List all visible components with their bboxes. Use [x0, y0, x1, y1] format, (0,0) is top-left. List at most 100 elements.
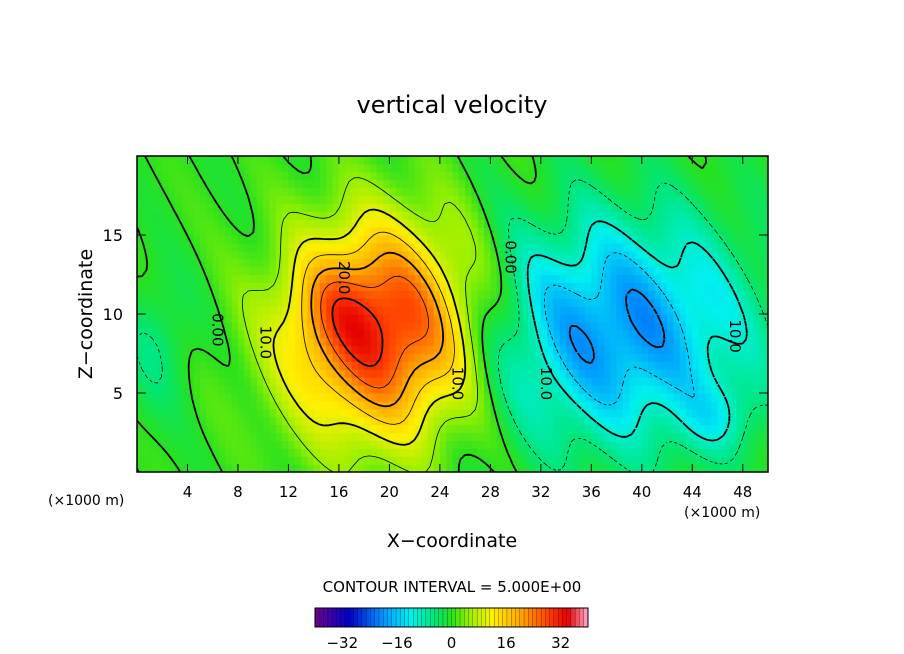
heat-cell: [660, 242, 668, 252]
heat-cell: [692, 314, 700, 323]
heat-cell: [288, 448, 296, 457]
heat-cell: [742, 163, 750, 173]
heat-cell: [490, 298, 498, 307]
heat-cell: [294, 156, 302, 165]
heat-cell: [225, 258, 233, 268]
heat-cell: [591, 337, 599, 347]
heat-cell: [521, 211, 529, 220]
heat-cell: [585, 203, 592, 212]
contour-line: [137, 179, 768, 472]
heat-cell: [704, 377, 712, 386]
heat-cell: [313, 385, 321, 394]
heat-cell: [149, 266, 157, 276]
heat-cell: [212, 235, 220, 244]
heat-cell: [736, 298, 744, 307]
heat-cell: [326, 274, 334, 283]
heat-cell: [345, 464, 353, 472]
heat-cell: [263, 416, 271, 426]
heat-cell: [427, 464, 435, 472]
heat-cell: [155, 321, 163, 331]
heat-cell: [749, 464, 756, 472]
heat-cell: [749, 235, 756, 244]
heat-cell: [294, 321, 302, 331]
heat-cell: [667, 227, 674, 236]
heat-cell: [427, 369, 435, 378]
heat-cell: [187, 171, 195, 181]
heat-cell: [465, 416, 473, 426]
heat-cell: [332, 290, 340, 299]
heat-cell: [761, 298, 768, 307]
heat-cell: [490, 242, 498, 252]
heat-cell: [597, 353, 605, 362]
heat-cell: [250, 385, 258, 394]
heat-cell: [641, 314, 649, 323]
heat-cell: [572, 258, 580, 268]
heat-cell: [313, 163, 321, 173]
heat-cell: [723, 171, 731, 181]
heat-cell: [515, 377, 523, 386]
heat-cell: [155, 361, 163, 370]
heat-cell: [723, 440, 731, 449]
heat-cell: [389, 369, 397, 378]
heat-cell: [275, 424, 283, 434]
heat-cell: [629, 179, 637, 189]
heat-cell: [313, 250, 321, 260]
heat-cell: [660, 400, 668, 410]
heat-cell: [730, 211, 738, 220]
heat-cell: [749, 266, 756, 276]
heat-cell: [332, 163, 340, 173]
heat-cell: [616, 219, 624, 228]
heat-cell: [376, 361, 384, 370]
heat-cell: [660, 393, 668, 402]
heat-cell: [641, 448, 649, 457]
heat-cell: [244, 290, 252, 299]
heat-cell: [585, 274, 592, 283]
heat-cell: [490, 408, 498, 418]
heat-cell: [610, 187, 618, 197]
heat-cell: [307, 321, 315, 331]
y-tick-label: 10: [103, 305, 123, 324]
heat-cell: [319, 361, 327, 370]
heat-cell: [275, 369, 283, 378]
heat-cell: [206, 179, 214, 189]
heat-cell: [635, 400, 643, 410]
heat-cell: [162, 274, 170, 283]
heat-cell: [231, 290, 239, 299]
heat-cell: [610, 337, 618, 347]
heat-cell: [547, 171, 555, 181]
heat-cell: [723, 464, 731, 472]
heat-cell: [603, 432, 611, 441]
heat-cell: [603, 187, 611, 197]
heat-cell: [679, 219, 687, 228]
heat-cell: [313, 464, 321, 472]
heat-cell: [578, 337, 586, 347]
heat-cell: [667, 250, 674, 260]
heat-cell: [761, 235, 768, 244]
heat-cell: [256, 369, 264, 378]
heat-cell: [174, 329, 182, 339]
heat-cell: [572, 314, 580, 323]
heat-cell: [692, 187, 700, 197]
heat-cell: [490, 179, 498, 189]
heat-cell: [433, 203, 441, 212]
heat-cell: [319, 345, 327, 355]
heat-cell: [162, 156, 170, 165]
heat-cell: [534, 416, 542, 426]
heat-cell: [704, 219, 712, 228]
heat-cell: [244, 171, 252, 181]
heat-cell: [692, 321, 700, 331]
heat-cell: [755, 408, 763, 418]
heat-cell: [534, 314, 542, 323]
heat-cell: [477, 306, 485, 315]
heat-cell: [187, 274, 195, 283]
heat-cell: [408, 195, 416, 204]
heat-cell: [137, 337, 144, 347]
heat-cell: [414, 353, 422, 362]
heat-cell: [200, 156, 208, 165]
heat-cell: [345, 235, 353, 244]
heat-cell: [610, 235, 618, 244]
heat-cell: [395, 464, 403, 472]
heat-cell: [490, 448, 498, 457]
heat-cell: [168, 329, 176, 339]
heat-cell: [155, 235, 163, 244]
